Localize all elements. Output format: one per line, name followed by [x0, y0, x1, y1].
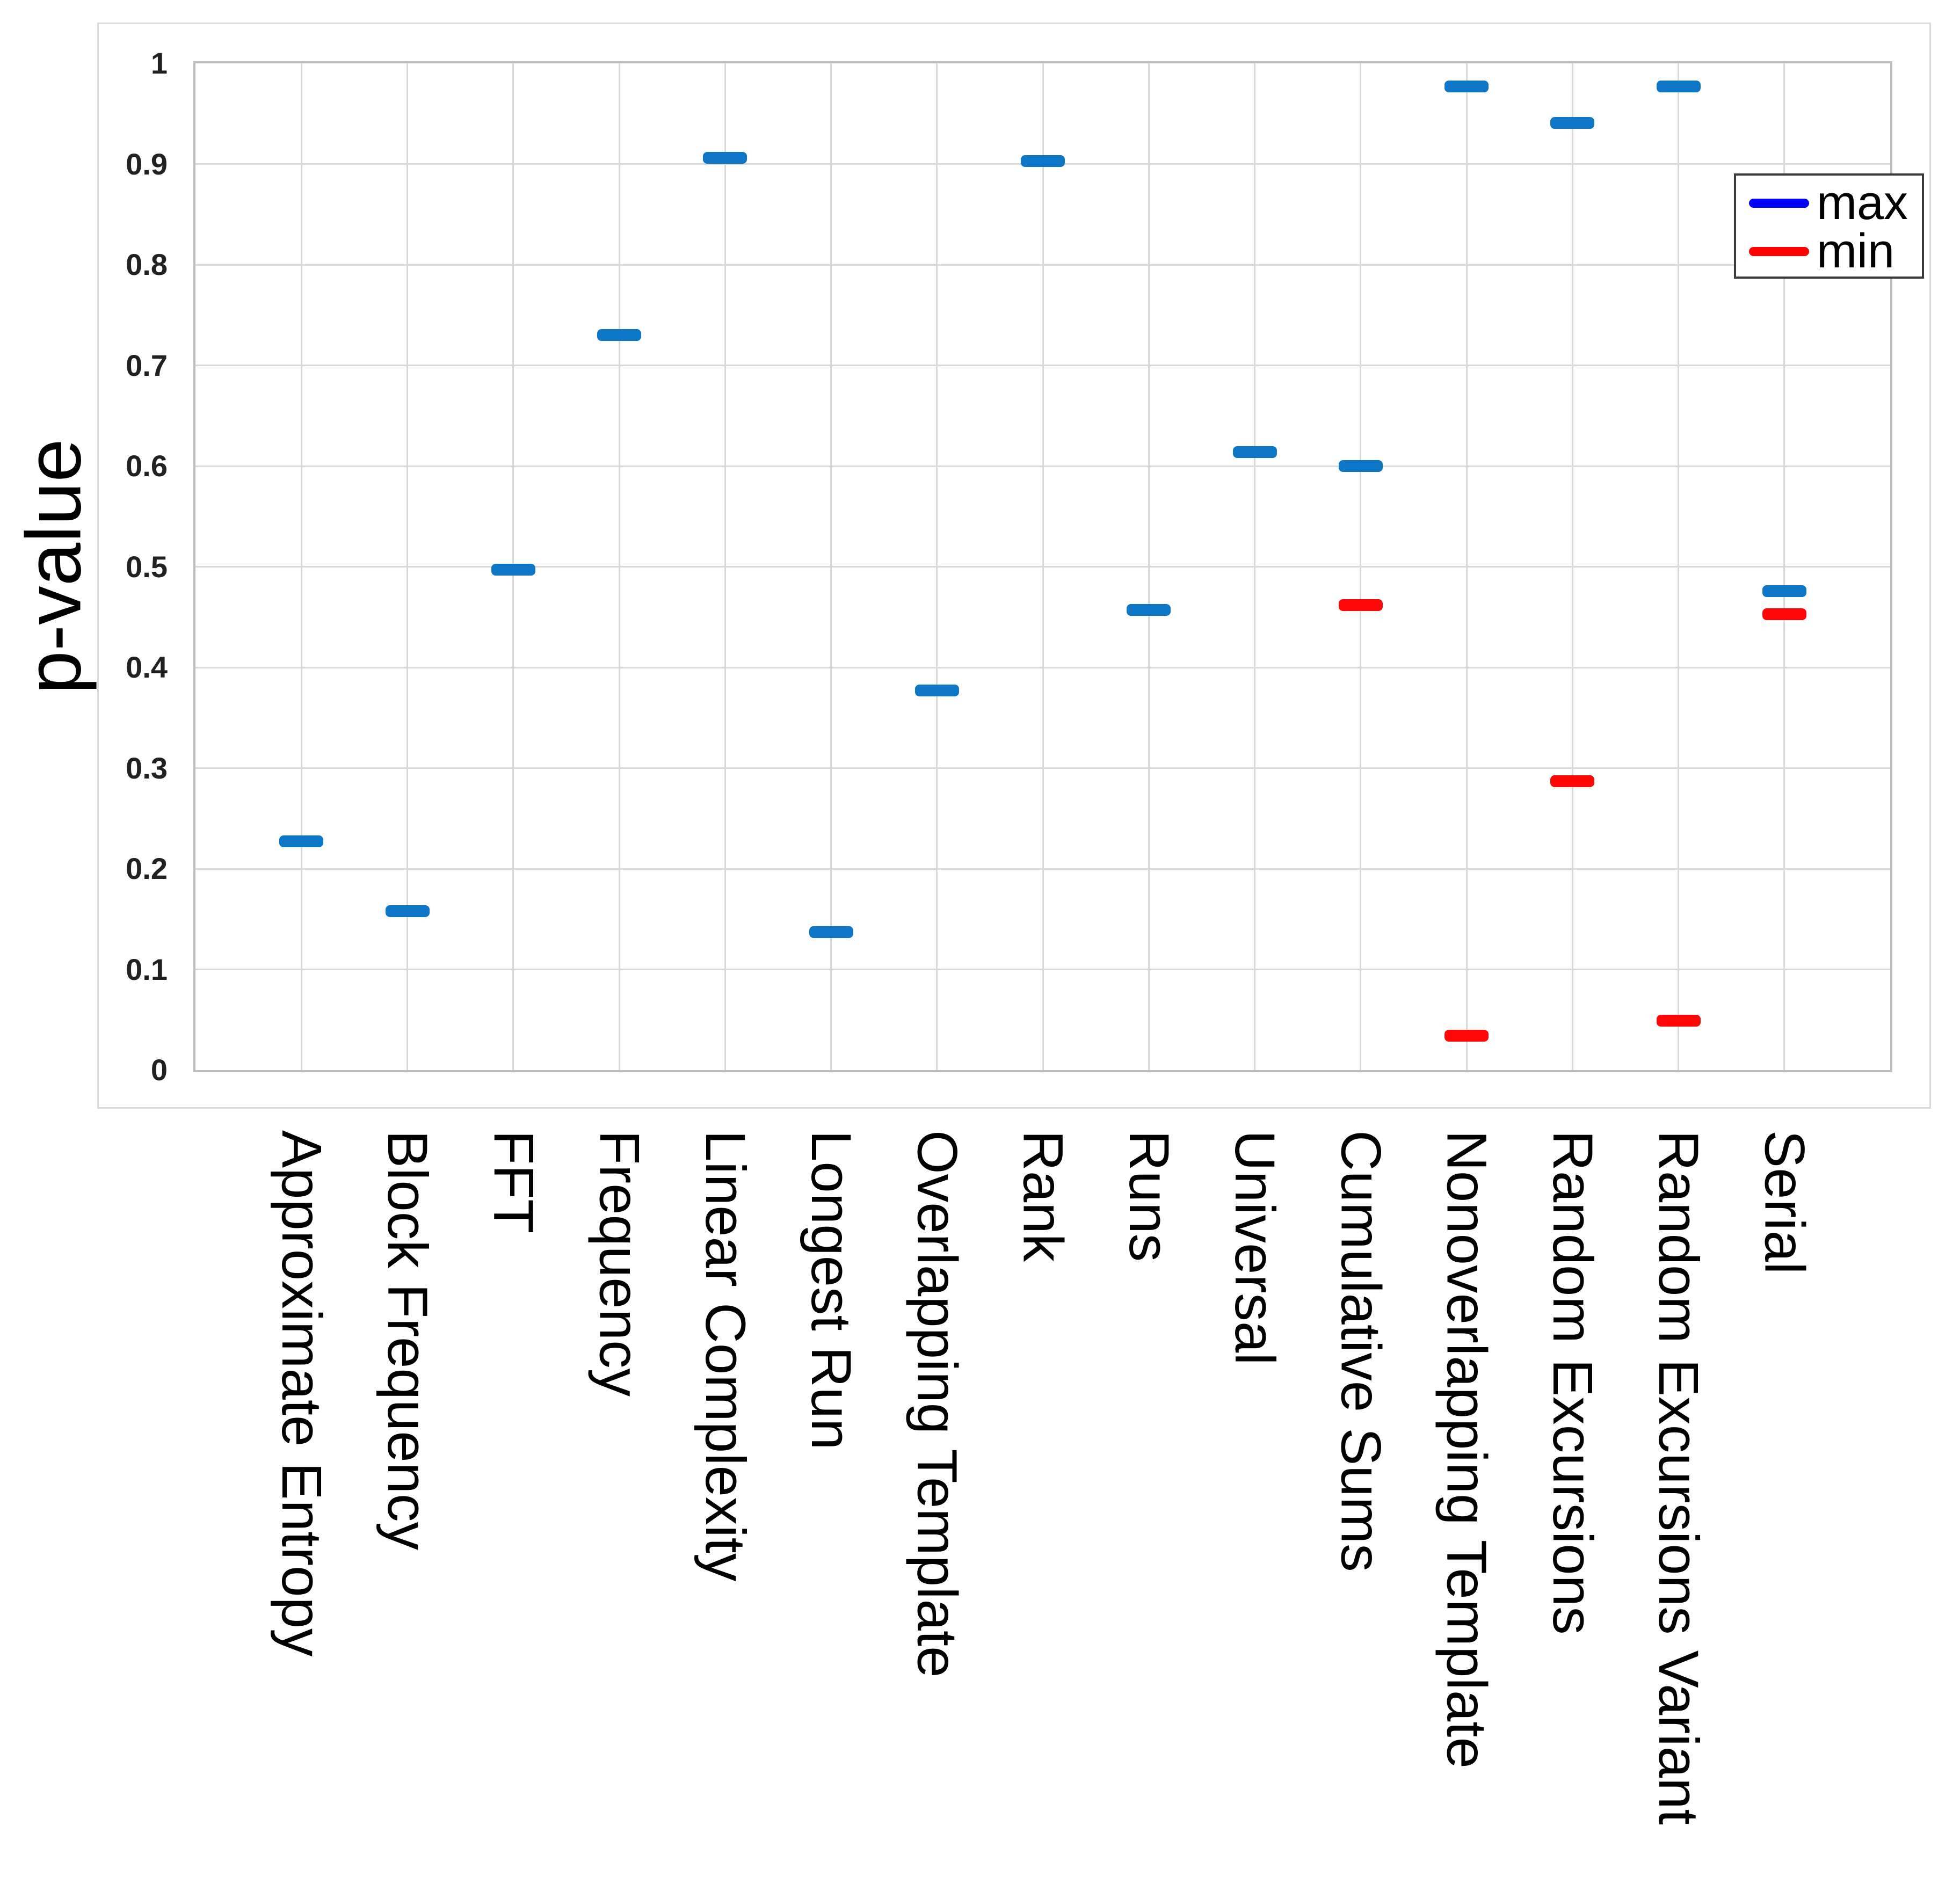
y-tick-label: 0.6: [126, 449, 168, 483]
y-tick-label: 1: [150, 46, 168, 80]
marker-max: [703, 152, 747, 164]
marker-max: [385, 905, 430, 917]
legend-label-min: min: [1817, 224, 1895, 278]
marker-min: [1338, 599, 1383, 611]
x-tick-label: Universal: [1223, 1130, 1286, 1365]
v-gridline: [1148, 63, 1150, 1070]
x-tick-label: Random Excursions Variant: [1647, 1130, 1710, 1825]
marker-max: [279, 835, 324, 848]
x-tick-label: Linear Complexity: [693, 1130, 757, 1582]
marker-max: [914, 685, 959, 697]
marker-max: [1338, 460, 1383, 472]
v-gridline: [1042, 63, 1044, 1070]
v-gridline: [300, 63, 302, 1070]
x-tick-label: Longest Run: [800, 1130, 862, 1450]
y-tick-label: 0.9: [126, 147, 168, 181]
v-gridline: [1465, 63, 1468, 1070]
v-gridline: [1360, 63, 1362, 1070]
x-tick-label: Block Frequency: [376, 1130, 439, 1551]
x-tick-label: FFT: [482, 1130, 545, 1234]
x-tick-label: Cumulative Sums: [1329, 1130, 1392, 1572]
marker-min: [1656, 1015, 1701, 1027]
y-tick-label: 0: [150, 1053, 168, 1087]
y-tick-label: 0.7: [126, 348, 168, 382]
v-gridline: [724, 63, 726, 1070]
marker-max: [1232, 446, 1277, 458]
legend-entry-max: max: [1749, 179, 1922, 227]
v-gridline: [1678, 63, 1679, 1070]
x-tick-label: Nonoverlapping Template: [1435, 1130, 1498, 1769]
v-gridline: [1783, 63, 1785, 1070]
y-tick-label: 0.1: [126, 952, 168, 986]
y-tick-label: 0.4: [126, 650, 168, 684]
marker-max: [1127, 604, 1171, 616]
legend-line-min: [1749, 246, 1809, 256]
marker-max: [809, 926, 853, 939]
y-tick-label: 0.8: [126, 248, 168, 281]
legend-line-max: [1749, 198, 1809, 208]
x-tick-label: Rank: [1011, 1130, 1075, 1262]
marker-max: [1762, 585, 1806, 597]
marker-max: [1021, 155, 1065, 167]
x-tick-label: Frequency: [587, 1130, 651, 1397]
v-gridline: [936, 63, 938, 1070]
v-gridline: [618, 63, 620, 1070]
y-tick-label: 0.3: [126, 751, 168, 785]
x-tick-label: Approximate Entropy: [270, 1130, 333, 1657]
x-tick-label: Random Excursions: [1541, 1130, 1604, 1635]
marker-min: [1762, 608, 1806, 620]
legend-label-max: max: [1817, 176, 1908, 230]
marker-max: [1444, 81, 1489, 93]
marker-max: [491, 564, 535, 576]
x-tick-label: Serial: [1753, 1130, 1816, 1275]
marker-max: [1550, 117, 1595, 129]
marker-min: [1444, 1030, 1489, 1042]
x-tick-label: Overlapping Template: [905, 1130, 969, 1678]
v-gridline: [406, 63, 408, 1070]
legend: max min: [1734, 173, 1924, 279]
x-tick-label: Runs: [1117, 1130, 1180, 1262]
marker-max: [1656, 81, 1701, 93]
v-gridline: [830, 63, 832, 1070]
v-gridline: [1571, 63, 1573, 1070]
plot-area: [193, 61, 1892, 1072]
marker-min: [1550, 775, 1595, 787]
v-gridline: [1254, 63, 1255, 1070]
y-tick-label: 0.5: [126, 549, 168, 584]
y-tick-label: 0.2: [126, 852, 168, 885]
legend-entry-min: min: [1749, 227, 1922, 275]
marker-max: [597, 329, 641, 341]
